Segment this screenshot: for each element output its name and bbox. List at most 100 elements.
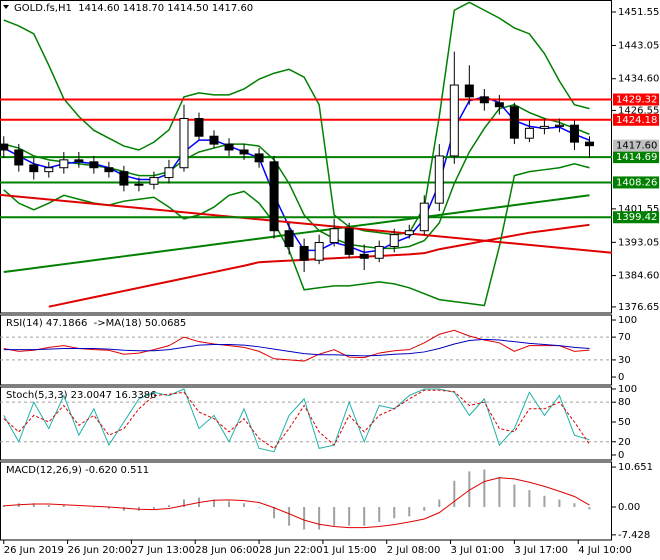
panel [2,469,591,530]
y-tick-label: -7.428 [618,530,650,541]
level-label-box [613,113,659,126]
y-tick-label: 70 [618,332,631,343]
candle-body [224,143,234,151]
x-tick-label: 26 Jun 2019 [4,545,64,556]
candle-body [59,159,69,169]
candle-body [524,127,534,139]
level-label-box [613,211,659,224]
macd-bar [588,507,591,510]
macd-bar [122,507,125,511]
y-tick-label: 1393.05 [618,237,659,248]
candle-body [44,167,54,173]
macd-bar [483,469,486,507]
panel-title: Stoch(5,3,3) 23.0047 16.3386 [6,390,157,401]
macd-bar [32,503,35,507]
macd-bar [453,480,456,507]
rsi-frame [0,314,612,386]
level-label: 1424.18 [616,115,657,126]
x-tick-label: 4 Jul 10:00 [578,545,632,556]
x-tick-label: 3 Jul 17:00 [514,545,568,556]
indicator-line [3,388,590,453]
macd-bar [378,507,381,522]
y-tick-label: 0 [618,372,624,383]
macd-bar [498,477,501,507]
y-tick-label: 0.00 [618,502,640,513]
macd-bar [468,471,471,507]
candle-body [0,143,9,151]
panel-title: RSI(14) 47.1866 ->MA(18) 50.0685 [6,318,186,329]
macd-bar [528,490,531,507]
candle-body [269,161,279,232]
stoch-frame [0,386,612,461]
macd-bar [62,505,65,507]
y-tick-label: 30 [618,355,631,366]
macd-bar [318,507,321,530]
macd-bar [423,507,426,511]
indicator-line [3,338,590,357]
y-tick-label: 10.651 [618,462,653,473]
macd-bar [333,507,336,526]
indicator-line [3,389,590,450]
candle-body [119,171,129,186]
y-tick-label: 1384.60 [618,271,659,282]
candle-body [134,183,144,186]
indicator-line [3,103,590,250]
macd-bar [288,507,291,526]
macd-bar [273,507,276,519]
x-tick-label: 28 Jun 06:00 [195,545,259,556]
y-tick-label: 0 [618,450,624,461]
x-tick-label: 3 Jul 01:00 [451,545,505,556]
candle-body [554,124,564,127]
candle-body [194,118,204,137]
candle-body [404,230,414,236]
candle-body [329,228,339,244]
candle-body [569,124,579,143]
macd-bar [2,505,5,507]
y-tick-label: 100 [618,384,637,395]
macd-bar [213,499,216,507]
x-tick-label: 1 Jul 15:00 [323,545,377,556]
x-tick-label: 27 Jun 13:00 [131,545,195,556]
indicator-line [3,194,590,274]
y-tick-label: 1426.55 [618,105,659,116]
candle-body [284,230,294,247]
candle-body [164,167,174,179]
panel [0,1,612,308]
x-tick-label: 26 Jun 20:00 [68,545,132,556]
y-tick-label: 80 [618,397,631,408]
macd-bar [393,507,396,519]
candle-body [449,84,459,157]
candle-body [494,102,504,108]
level-label: 1408.26 [616,177,657,188]
candle-body [29,164,39,173]
candle-body [149,177,159,185]
y-tick-label: 1451.55 [618,7,659,18]
macd-bar [513,484,516,507]
macd-bar [107,507,110,509]
macd-bar [77,507,80,508]
macd-bar [573,503,576,507]
macd-bar [408,507,411,517]
signal-line [3,477,590,529]
panel-title: MACD(12,26,9) -0.620 0.511 [6,465,149,476]
candle-body [584,141,594,147]
panel-title: GOLD.fs,H1 1414.60 1418.70 1414.50 1417.… [14,3,253,14]
candle-body [539,125,549,129]
level-label-box [613,151,659,164]
level-label: 1429.32 [616,95,657,106]
candle-body [239,149,249,155]
candle-body [254,153,264,163]
level-label: 1414.69 [616,152,657,163]
level-label-box [613,176,659,189]
price-label-box [613,139,659,152]
macd-bar [348,507,351,526]
x-tick-label: 28 Jun 22:00 [259,545,323,556]
candle-body [509,106,519,139]
price-label: 1417.60 [616,141,657,152]
macd-bar [47,505,50,507]
macd-bar [167,505,170,507]
y-tick-label: 1443.05 [618,40,659,51]
macd-bar [243,503,246,507]
macd-bar [92,507,95,508]
